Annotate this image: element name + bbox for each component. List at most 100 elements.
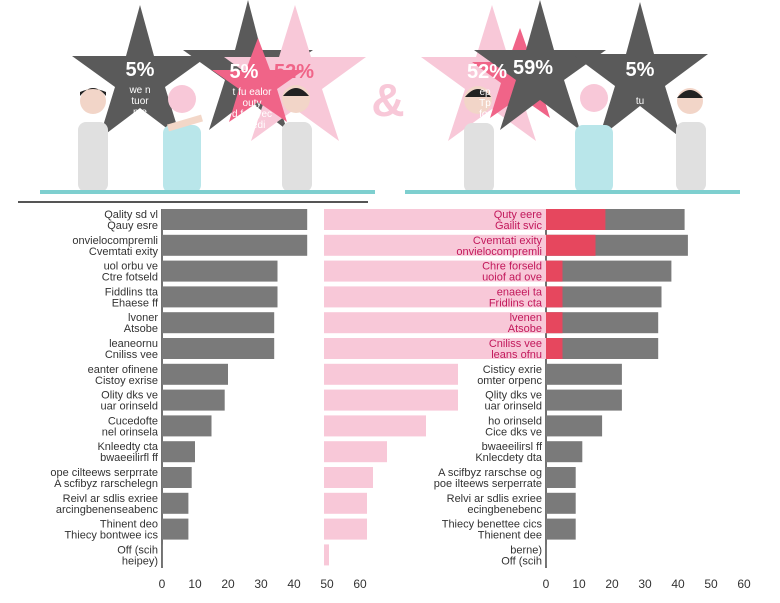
bar-right-a-1 xyxy=(546,234,596,256)
bar-right-b-8 xyxy=(546,415,603,437)
bar-left-7 xyxy=(162,389,225,411)
category-label: Cvemtati exity xyxy=(473,235,543,247)
bar-right-b-3 xyxy=(546,286,662,308)
category-label: Chre forseld xyxy=(482,261,542,273)
category-label: A scifbyz rarschse og xyxy=(438,467,542,479)
bar-left-0 xyxy=(162,209,308,230)
bar-pink-band-0 xyxy=(324,209,546,230)
category-label: bwaeeilirsl ff xyxy=(482,441,543,453)
category-label: eanter ofinene xyxy=(88,364,158,376)
x-tick-label: 0 xyxy=(159,577,166,591)
callout-pct: 59% xyxy=(513,57,553,79)
star-shape-pink-dark xyxy=(212,38,304,122)
bar-right-a-4 xyxy=(546,312,563,334)
callout-3: 52% ep Tp for xyxy=(467,61,507,120)
header-divider xyxy=(40,190,375,194)
bar-pink-band-3 xyxy=(324,286,546,308)
callout-pct: 5% xyxy=(626,59,655,81)
bar-left-2 xyxy=(162,260,278,282)
callout-line: Tp xyxy=(479,98,491,109)
bar-right-b-2 xyxy=(546,260,672,282)
bar-left-1 xyxy=(162,234,308,256)
bar-right-b-7 xyxy=(546,389,622,411)
bar-left-3 xyxy=(162,286,278,308)
x-tick-label: 0 xyxy=(543,577,550,591)
bar-left-9 xyxy=(162,441,195,463)
callout-pct: 52% xyxy=(274,61,314,83)
bar-right-a-3 xyxy=(546,286,563,308)
category-label: Cice dks ve xyxy=(485,426,542,438)
category-label: omter orpenc xyxy=(477,375,542,387)
category-label: enaeei ta xyxy=(497,286,543,298)
bar-pink-band-7 xyxy=(324,389,458,411)
category-label: arcingbenenseabenc xyxy=(56,504,159,516)
header-divider xyxy=(405,190,740,194)
category-label: Qlity dks ve xyxy=(485,390,542,402)
category-label: poe ilteews serperrate xyxy=(434,478,542,490)
bar-pink-band-10 xyxy=(324,467,373,488)
category-label: Relvi ar sdlis exriee xyxy=(447,493,542,505)
x-tick-label: 40 xyxy=(671,577,685,591)
category-label: Cistoy exrise xyxy=(95,375,158,387)
person-figure xyxy=(575,84,613,193)
category-label: berne) xyxy=(510,544,542,556)
bar-pink-band-6 xyxy=(324,363,458,385)
category-label: Gailit svic xyxy=(495,220,543,232)
person-figure xyxy=(464,86,494,193)
chart-top-rule xyxy=(18,201,368,203)
category-label: Off (scih xyxy=(117,544,158,556)
bar-right-a-0 xyxy=(546,209,606,230)
category-label: nel orinsela xyxy=(102,426,159,438)
x-tick-label: 10 xyxy=(188,577,202,591)
header-illustration: & xyxy=(18,0,740,203)
category-label: Ehaese ff xyxy=(112,297,159,309)
category-label: uar orinseld xyxy=(101,401,158,413)
x-tick-label: 50 xyxy=(320,577,334,591)
x-tick-label: 30 xyxy=(638,577,652,591)
category-label: bwaeeilirfl ff xyxy=(100,452,159,464)
bar-pink-band-1 xyxy=(324,234,546,256)
callout-line: tuor xyxy=(131,96,149,107)
callout-6: 59% xyxy=(513,57,553,79)
callout-4: 5% tu xyxy=(626,59,655,107)
bar-right-b-4 xyxy=(546,312,659,334)
callout-pct: 52% xyxy=(467,61,507,83)
callout-line: d fd syec xyxy=(232,109,272,120)
category-label: Quty eere xyxy=(494,209,542,221)
category-label: lvenen xyxy=(510,312,542,324)
ampersand-label: & xyxy=(371,74,404,126)
category-label: Thinent deo xyxy=(100,519,158,531)
category-label: Fridlins cta xyxy=(489,297,543,309)
category-label: Thiecy bontwee ics xyxy=(64,530,158,542)
category-label: Fiddlins tta xyxy=(105,286,159,298)
star-shape-dark xyxy=(474,0,606,130)
person-figure xyxy=(78,88,108,192)
callout-5: 52% xyxy=(274,61,314,83)
bar-left-6 xyxy=(162,363,228,385)
bar-right-b-11 xyxy=(546,492,576,514)
category-label: onvielocompremli xyxy=(456,246,542,258)
category-label: Cucedofte xyxy=(108,415,158,427)
category-label: uol orbu ve xyxy=(104,261,158,273)
callout-line: for xyxy=(479,109,491,120)
category-label: Cvemtati exity xyxy=(89,246,159,258)
person-figure xyxy=(676,88,706,192)
category-label: Qauy esre xyxy=(107,220,158,232)
x-tick-label: 20 xyxy=(221,577,235,591)
category-label: A scfibyz rarschelegn xyxy=(54,478,158,490)
person-figure xyxy=(163,85,203,193)
callout-line: tu xyxy=(636,96,644,107)
category-label: leans ofnu xyxy=(491,349,542,361)
bar-right-b-13 xyxy=(546,544,547,566)
category-label: uoiof ad ove xyxy=(482,272,542,284)
x-tick-label: 20 xyxy=(605,577,619,591)
bar-pink-band-5 xyxy=(324,338,546,359)
callout-line: me xyxy=(133,107,147,118)
category-label: Atsobe xyxy=(508,323,542,335)
category-label: lvoner xyxy=(128,312,158,324)
bar-right-b-9 xyxy=(546,441,583,463)
category-label: ho orinseld xyxy=(488,415,542,427)
category-label: Thienent dee xyxy=(478,530,542,542)
